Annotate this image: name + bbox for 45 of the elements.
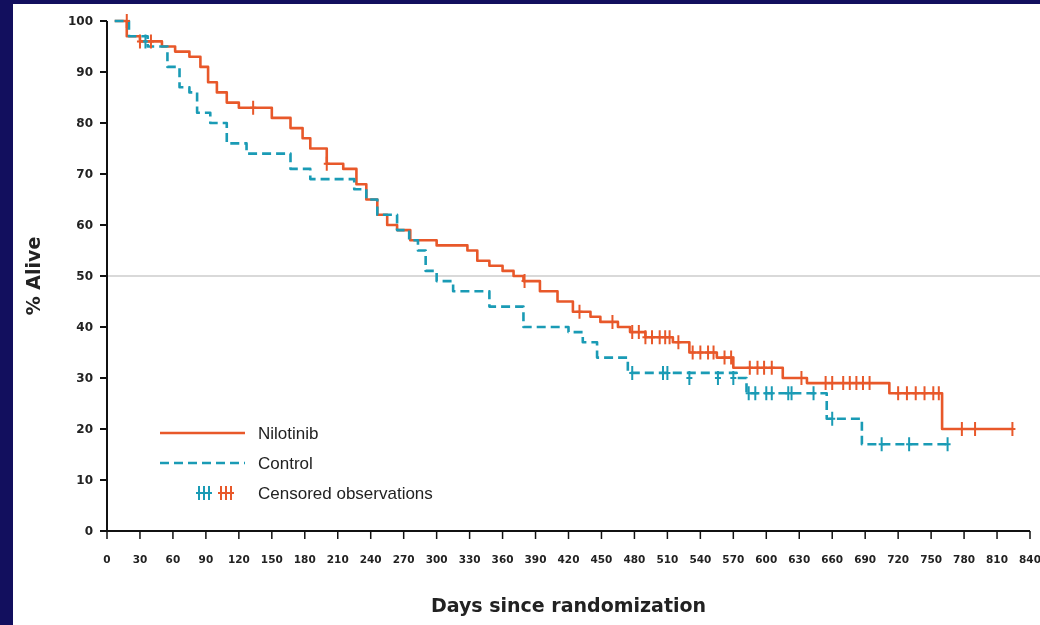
x-tick-label: 210 (326, 553, 349, 565)
x-tick-label: 810 (986, 553, 1008, 565)
y-axis-title: % Alive (22, 236, 44, 316)
x-tick-label: 0 (103, 553, 111, 565)
y-tick-label: 20 (76, 422, 93, 437)
y-tick-label: 70 (76, 167, 93, 182)
x-tick-label: 630 (788, 553, 811, 565)
x-tick-label: 360 (491, 553, 514, 565)
x-tick-label: 270 (392, 553, 415, 565)
x-tick-label: 450 (590, 553, 613, 565)
y-tick-label: 90 (76, 65, 93, 80)
x-tick-label: 540 (689, 553, 712, 565)
x-tick-label: 60 (165, 553, 181, 565)
x-tick-label: 300 (425, 553, 448, 565)
x-tick-label: 720 (887, 553, 910, 565)
x-tick-label: 120 (227, 553, 250, 565)
x-tick-label: 330 (458, 553, 481, 565)
x-tick-label: 570 (722, 553, 745, 565)
y-tick-label: 10 (76, 473, 93, 488)
x-tick-label: 180 (293, 553, 316, 565)
x-tick-label: 690 (854, 553, 877, 565)
y-tick-label: 30 (76, 371, 93, 386)
y-tick-label: 80 (76, 116, 93, 131)
x-tick-label: 660 (821, 553, 844, 565)
y-tick-label: 50 (76, 269, 93, 284)
x-tick-label: 390 (524, 553, 547, 565)
y-tick-label: 0 (84, 524, 93, 539)
x-tick-label: 90 (198, 553, 214, 565)
x-tick-label: 510 (656, 553, 679, 565)
x-tick-label: 420 (557, 553, 580, 565)
x-tick-label: 150 (260, 553, 283, 565)
legend-label: Nilotinib (258, 423, 319, 443)
x-tick-label: 840 (1019, 553, 1040, 565)
x-tick-label: 30 (132, 553, 148, 565)
x-axis-title: Days since randomization (430, 594, 707, 616)
x-tick-label: 750 (920, 553, 943, 565)
legend-label: Censored observations (258, 483, 433, 503)
legend-label: Control (258, 453, 313, 473)
y-tick-label: 40 (76, 320, 93, 335)
x-tick-label: 480 (623, 553, 646, 565)
x-tick-label: 240 (359, 553, 382, 565)
x-tick-label: 600 (755, 553, 778, 565)
y-tick-label: 60 (76, 218, 93, 233)
y-tick-label: 100 (67, 14, 93, 29)
x-tick-label: 780 (953, 553, 976, 565)
